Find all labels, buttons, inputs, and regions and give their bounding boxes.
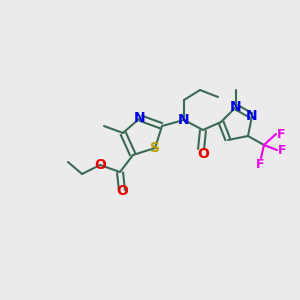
- Text: F: F: [256, 158, 264, 170]
- Text: S: S: [150, 141, 160, 155]
- Text: O: O: [197, 147, 209, 161]
- Text: F: F: [277, 128, 285, 140]
- Text: N: N: [246, 109, 258, 123]
- Text: N: N: [230, 100, 242, 114]
- Text: N: N: [178, 113, 190, 127]
- Text: O: O: [116, 184, 128, 198]
- Text: O: O: [94, 158, 106, 172]
- Text: N: N: [134, 111, 146, 125]
- Text: F: F: [278, 143, 286, 157]
